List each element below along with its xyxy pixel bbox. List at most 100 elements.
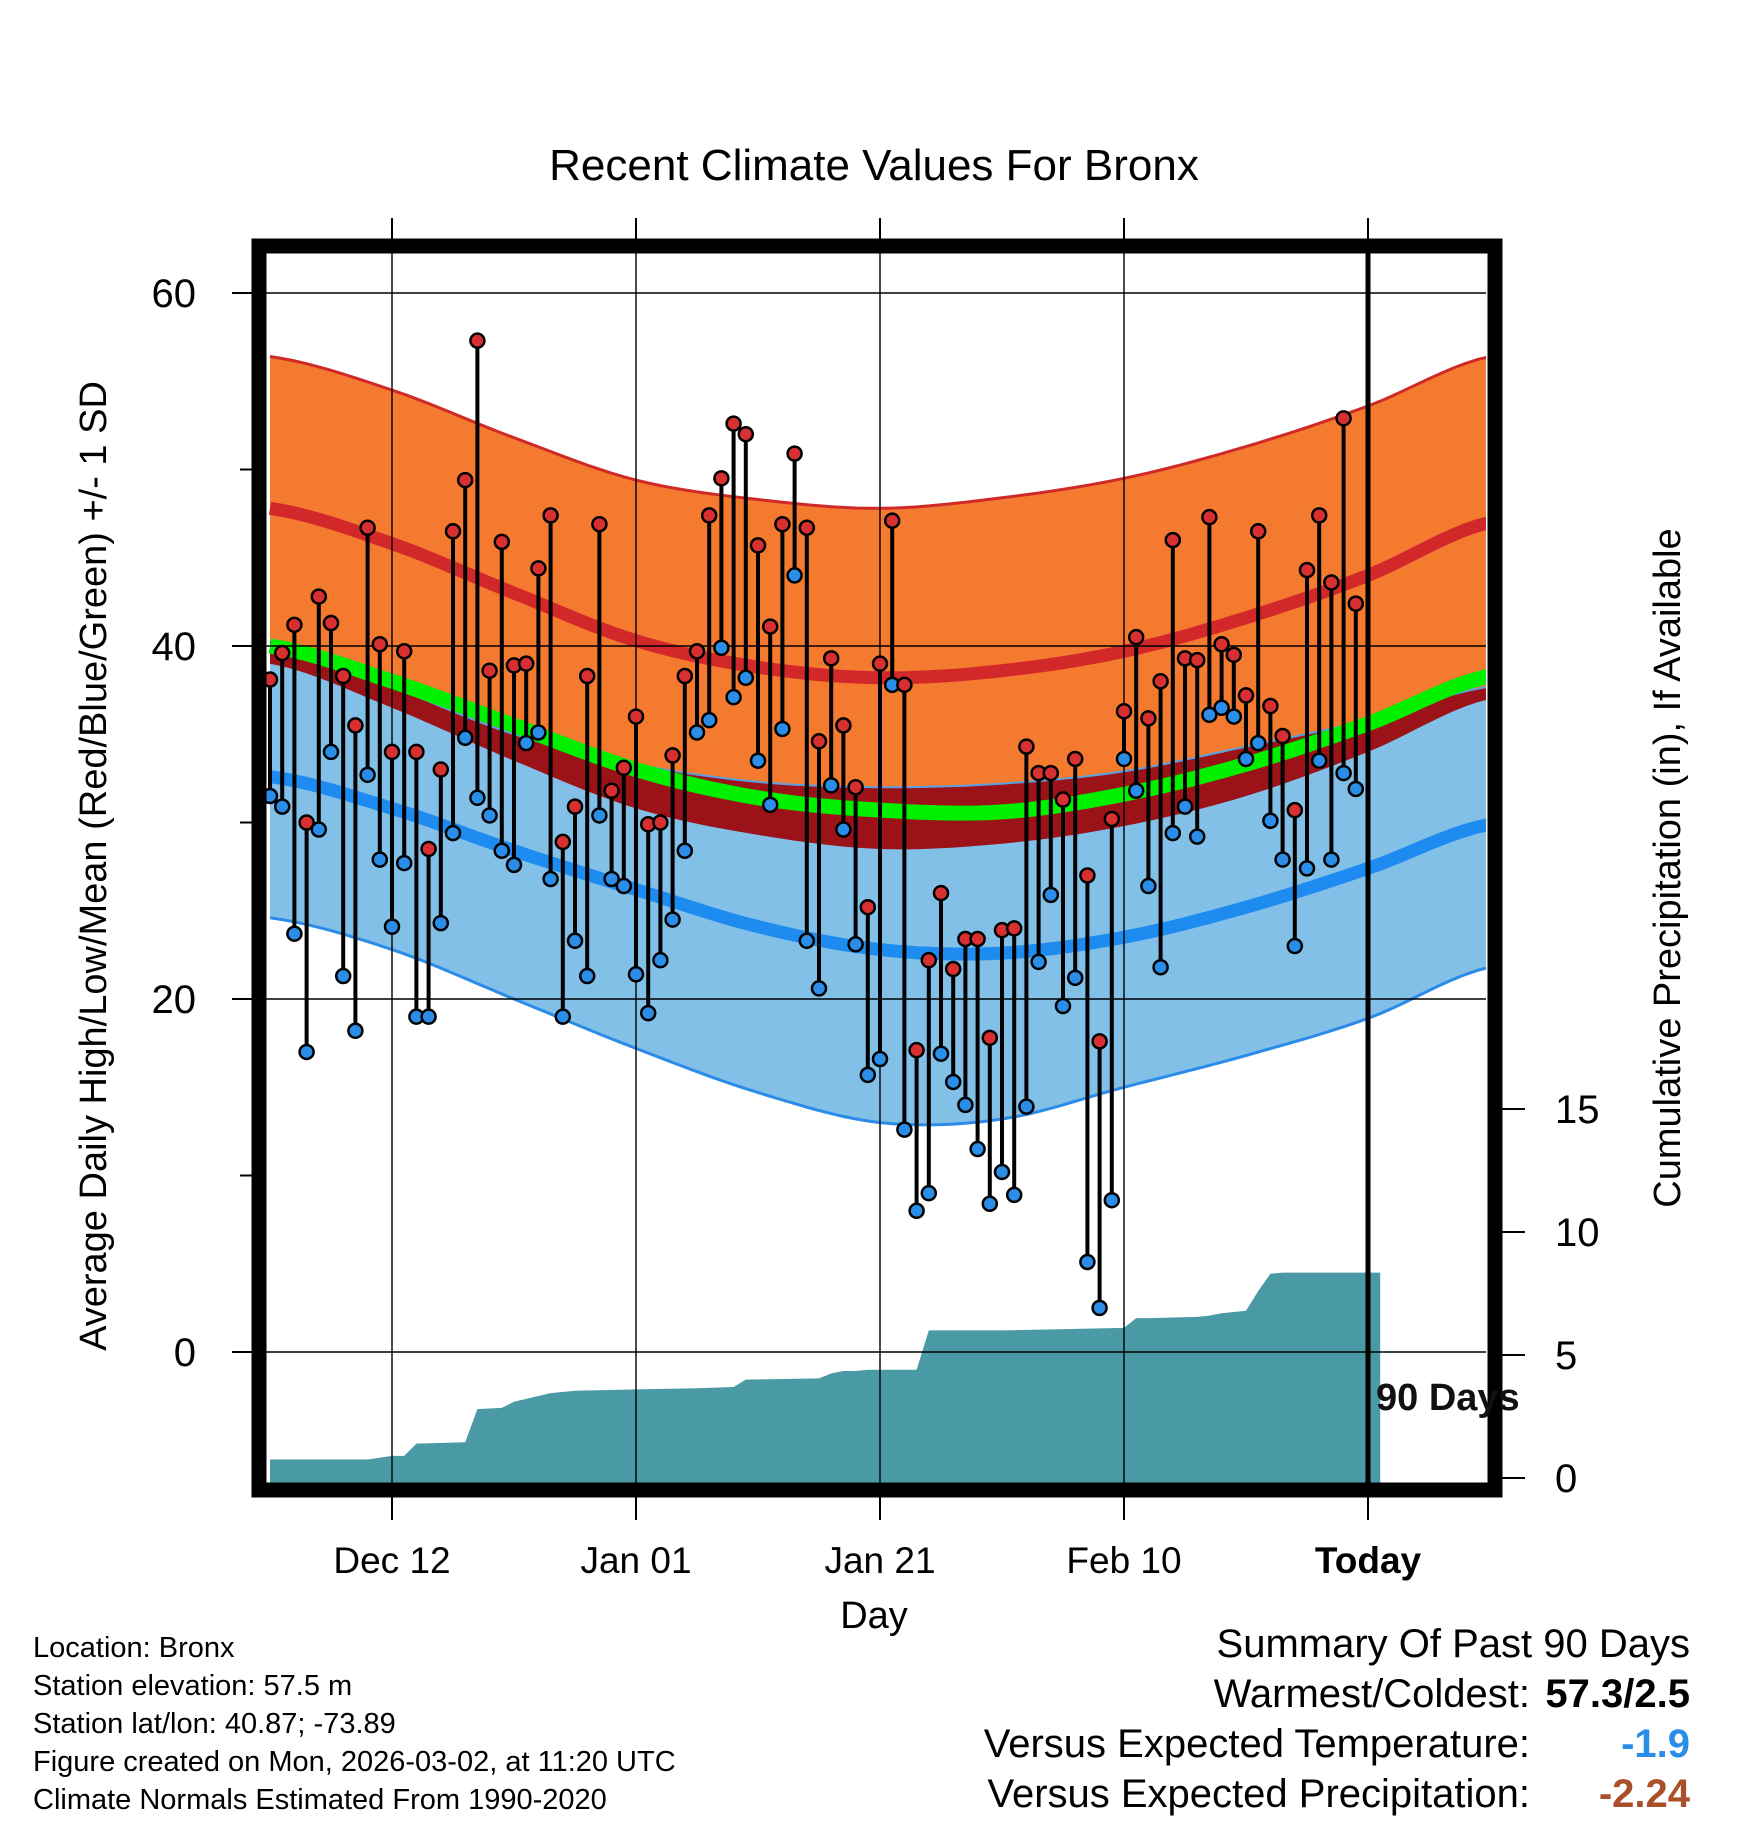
x-tick-label: Dec 12 <box>333 1540 450 1581</box>
daily-low-point <box>1361 0 1375 7</box>
daily-low-point <box>1237 750 1255 768</box>
daily-low-point <box>944 1073 962 1091</box>
daily-high-point <box>1213 635 1230 653</box>
daily-low-point <box>737 669 755 687</box>
y-tick-label: 0 <box>174 1331 196 1375</box>
y2-tick-label: 10 <box>1555 1211 1600 1255</box>
daily-high-point <box>298 814 315 831</box>
daily-low-point <box>517 734 535 752</box>
daily-high-point <box>420 840 437 858</box>
daily-high-point <box>1335 410 1352 427</box>
daily-low-point <box>896 1121 913 1138</box>
info-location: Location: Bronx <box>33 1632 235 1664</box>
daily-high-point <box>554 833 572 851</box>
daily-low-point <box>1115 750 1133 768</box>
daily-low-point <box>566 932 584 950</box>
daily-low-point <box>700 711 718 729</box>
daily-high-point <box>652 814 669 831</box>
daily-high-point <box>469 332 486 349</box>
daily-high-point <box>1262 697 1279 715</box>
daily-low-point <box>603 870 620 888</box>
high-sd-band <box>270 356 1486 788</box>
daily-high-point <box>383 743 401 761</box>
daily-low-point <box>664 911 681 928</box>
today-label-line1: 90 Days <box>1376 1377 1520 1419</box>
daily-low-point <box>1140 877 1157 895</box>
daily-high-point <box>1361 0 1375 7</box>
daily-low-point <box>859 1066 877 1084</box>
summary-title: Summary Of Past 90 Days <box>1216 1622 1690 1666</box>
daily-low-point <box>749 752 767 769</box>
daily-high-point <box>456 471 474 489</box>
daily-low-point <box>993 1163 1011 1181</box>
daily-high-point <box>1188 651 1206 669</box>
daily-low-point <box>371 851 389 868</box>
y2-tick-label: 15 <box>1555 1088 1600 1132</box>
x-tick-label: Jan 01 <box>580 1540 691 1581</box>
daily-low-point <box>713 639 730 657</box>
summary-warm-cold-value: 57.3/2.5 <box>1545 1672 1690 1716</box>
daily-high-point <box>1115 703 1133 720</box>
daily-high-point <box>578 667 596 685</box>
daily-low-point <box>432 914 450 932</box>
daily-high-point <box>627 708 645 725</box>
daily-high-point <box>347 717 364 734</box>
daily-low-point <box>1335 764 1352 782</box>
daily-high-point <box>1042 764 1060 782</box>
daily-high-point <box>810 733 828 750</box>
y2-axis-label: Cumulative Precipitation (in), If Availa… <box>1647 528 1689 1207</box>
daily-temperature-series <box>266 0 1375 1317</box>
daily-low-point <box>286 925 303 942</box>
daily-high-point <box>835 717 852 734</box>
daily-low-point <box>981 1195 999 1212</box>
daily-high-point <box>1054 791 1072 808</box>
daily-low-point <box>835 821 852 838</box>
daily-low-point <box>395 854 413 872</box>
daily-low-point <box>1201 706 1218 724</box>
daily-low-point <box>554 1008 572 1025</box>
y-tick-label: 20 <box>152 978 197 1022</box>
daily-high-point <box>1103 810 1121 828</box>
daily-high-point <box>603 782 620 799</box>
daily-low-point <box>786 567 803 584</box>
daily-high-point <box>822 650 840 667</box>
daily-low-point <box>469 789 486 807</box>
daily-high-point <box>737 425 755 443</box>
daily-high-point <box>1249 523 1267 540</box>
daily-low-point <box>1091 1299 1108 1317</box>
daily-low-point <box>1054 997 1072 1015</box>
daily-high-point <box>1201 508 1218 526</box>
daily-high-point <box>1323 574 1340 591</box>
daily-low-point <box>810 980 828 997</box>
daily-high-point <box>1018 738 1035 755</box>
daily-low-point <box>420 1008 437 1025</box>
daily-low-point <box>725 688 742 706</box>
daily-high-point <box>847 778 864 796</box>
daily-high-point <box>1091 1033 1108 1050</box>
daily-low-point <box>1310 752 1328 769</box>
daily-low-point <box>1042 886 1060 904</box>
daily-high-point <box>798 519 816 536</box>
summary-precip-value: -2.24 <box>1598 1772 1690 1816</box>
daily-high-point <box>542 507 559 524</box>
daily-high-point <box>1066 750 1084 768</box>
daily-low-point <box>1298 860 1316 877</box>
summary-warm-cold-row: Warmest/Coldest: 57.3/2.5 <box>1214 1672 1690 1717</box>
summary-temp-label: Versus Expected Temperature: <box>983 1722 1530 1766</box>
daily-low-point <box>1274 851 1291 868</box>
daily-high-point <box>273 644 291 662</box>
daily-low-point <box>627 966 645 983</box>
daily-high-point <box>1286 801 1304 819</box>
x-axis-label: Day <box>840 1595 908 1637</box>
daily-low-point <box>456 729 474 747</box>
daily-low-point <box>1323 851 1340 868</box>
daily-low-point <box>530 724 547 741</box>
daily-low-point <box>273 798 291 815</box>
daily-high-point <box>359 519 376 536</box>
daily-high-point <box>1152 673 1169 690</box>
summary-warm-cold-label: Warmest/Coldest: <box>1213 1672 1530 1716</box>
daily-high-point <box>944 960 962 978</box>
daily-high-point <box>615 759 633 777</box>
daily-high-point <box>859 898 877 916</box>
